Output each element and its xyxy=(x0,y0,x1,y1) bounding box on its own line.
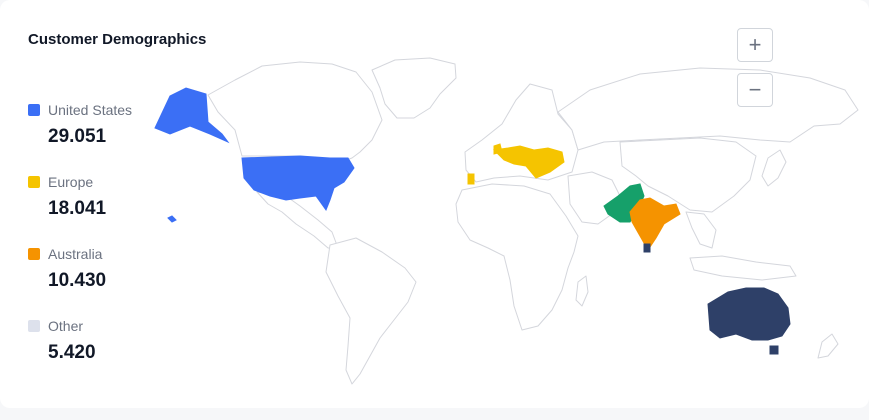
legend-item-europe: Europe 18.041 xyxy=(28,172,132,244)
map-region-canada[interactable] xyxy=(207,61,383,163)
map-region-japan[interactable] xyxy=(761,149,787,187)
map-region-tasmania[interactable] xyxy=(769,345,779,355)
legend-item-united-states: United States 29.051 xyxy=(28,100,132,172)
legend-value: 29.051 xyxy=(48,126,107,147)
map-region-europe[interactable] xyxy=(464,83,579,183)
map-region-europe-highlight[interactable] xyxy=(492,145,565,179)
zoom-out-button[interactable]: − xyxy=(737,73,773,107)
map-region-africa[interactable] xyxy=(455,183,579,331)
card-title: Customer Demographics xyxy=(28,31,207,48)
zoom-in-button[interactable]: + xyxy=(737,28,773,62)
legend-label: Europe xyxy=(48,174,94,190)
plus-icon: + xyxy=(748,32,762,57)
map-region-india[interactable] xyxy=(629,197,681,251)
legend-swatch-europe xyxy=(28,176,40,188)
map-region-portugal[interactable] xyxy=(467,173,475,185)
customer-demographics-card: Customer Demographics United States 29.0… xyxy=(28,28,865,390)
legend-value: 18.041 xyxy=(48,198,107,219)
map-region-russia[interactable] xyxy=(557,67,859,151)
map-region-alaska[interactable] xyxy=(154,87,230,144)
legend-item-australia: Australia 10.430 xyxy=(28,244,132,316)
legend: United States 29.051 Europe 18.041 Austr… xyxy=(28,100,132,388)
map-region-south-america[interactable] xyxy=(325,237,417,385)
legend-swatch-other xyxy=(28,320,40,332)
legend-label: United States xyxy=(48,102,133,118)
legend-value: 10.430 xyxy=(48,270,107,291)
map-region-southeast-asia[interactable] xyxy=(685,211,717,249)
world-map[interactable] xyxy=(145,45,865,390)
minus-icon: − xyxy=(748,77,762,102)
map-region-east-asia[interactable] xyxy=(619,137,757,213)
map-region-greenland[interactable] xyxy=(371,57,457,119)
legend-swatch-united-states xyxy=(28,104,40,116)
map-region-new-zealand[interactable] xyxy=(817,333,839,359)
map-region-madagascar[interactable] xyxy=(575,275,589,307)
legend-swatch-australia xyxy=(28,248,40,260)
map-region-hawaii[interactable] xyxy=(167,215,177,223)
legend-item-other: Other 5.420 xyxy=(28,316,132,388)
map-region-uk-highlight[interactable] xyxy=(493,143,503,155)
legend-label: Australia xyxy=(48,246,103,262)
legend-label: Other xyxy=(48,318,84,334)
map-region-united-states[interactable] xyxy=(241,155,355,212)
legend-value: 5.420 xyxy=(48,342,96,363)
map-region-indonesia[interactable] xyxy=(689,255,797,281)
map-region-sri-lanka[interactable] xyxy=(643,243,651,253)
map-region-australia[interactable] xyxy=(707,287,791,341)
